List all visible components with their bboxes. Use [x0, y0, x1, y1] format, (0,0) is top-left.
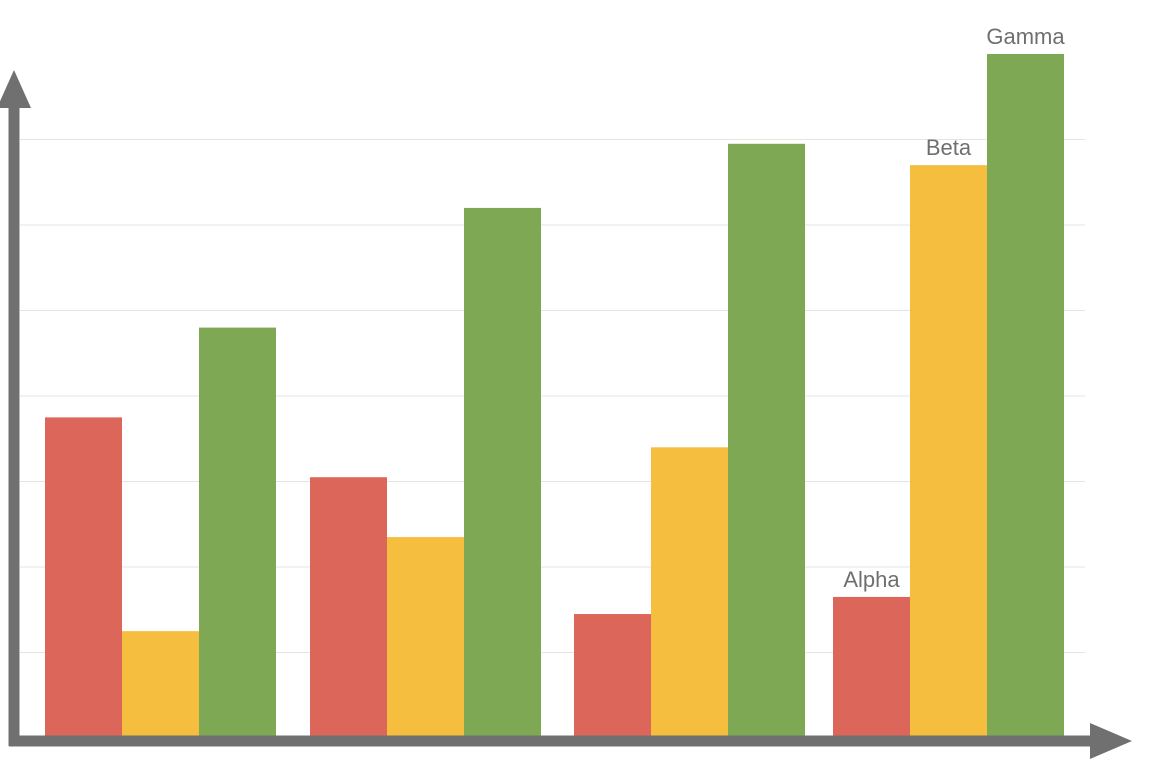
- y-axis-arrow-icon: [0, 70, 31, 108]
- bar-gamma-2: [464, 207, 541, 738]
- series-label-alpha: Alpha: [843, 567, 900, 592]
- bar-alpha-3: [574, 614, 651, 738]
- bar-alpha-4: [833, 596, 910, 738]
- x-axis-arrow-icon: [1090, 723, 1132, 759]
- bar-beta-1: [122, 631, 199, 738]
- gridlines: [20, 139, 1085, 653]
- bar-gamma-3: [728, 143, 805, 738]
- bar-beta-4: [910, 165, 987, 738]
- bar-gamma-1: [199, 327, 276, 738]
- bar-alpha-1: [45, 417, 122, 738]
- bar-gamma-4: [987, 54, 1064, 738]
- series-label-gamma: Gamma: [986, 24, 1065, 49]
- series-labels: Alpha Beta Gamma: [843, 24, 1065, 592]
- bar-alpha-2: [310, 477, 387, 738]
- axes: [0, 70, 1132, 759]
- bar-beta-2: [387, 537, 464, 738]
- series-label-beta: Beta: [926, 135, 972, 160]
- bars: [45, 54, 1064, 738]
- bar-beta-3: [651, 447, 728, 738]
